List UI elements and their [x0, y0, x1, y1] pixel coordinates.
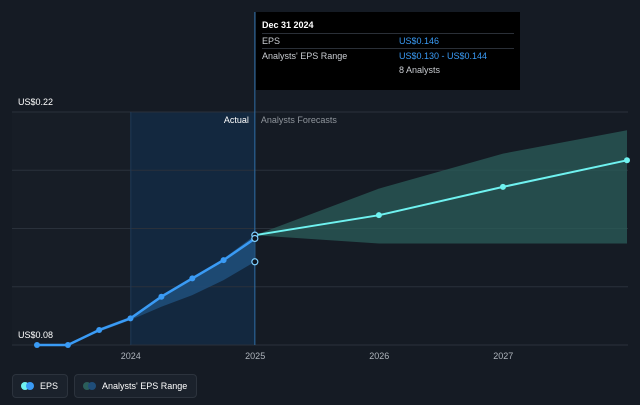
y-tick-label: US$0.08 — [18, 330, 53, 340]
tooltip-row-eps: EPS US$0.146 — [262, 33, 514, 48]
legend-range-label: Analysts' EPS Range — [102, 381, 188, 391]
eps-actual-point — [127, 315, 134, 322]
y-tick-label: US$0.22 — [18, 97, 53, 107]
eps-actual-point — [96, 327, 103, 334]
eps-actual-point — [34, 342, 40, 348]
tooltip-row-analysts: 8 Analysts — [262, 63, 514, 77]
tooltip-analysts-label — [262, 63, 399, 77]
tooltip-date: Dec 31 2024 — [262, 20, 314, 30]
tooltip-range-value: US$0.130 - US$0.144 — [399, 51, 488, 61]
eps-actual-point — [158, 293, 165, 300]
legend-eps-label: EPS — [40, 381, 59, 391]
legend-item-eps[interactable]: EPS — [12, 374, 69, 398]
eps-actual-line — [37, 237, 256, 347]
tooltip-marker-point — [251, 234, 259, 243]
eps-forecast-line — [254, 159, 628, 237]
eps-legend-dot-icon — [21, 382, 34, 390]
eps-actual-point — [189, 275, 196, 282]
range-legend-dot-icon — [83, 382, 97, 390]
tooltip-row-range: Analysts' EPS Range US$0.130 - US$0.144 — [262, 48, 514, 63]
eps-forecast-point — [375, 212, 382, 219]
tooltip-analysts-value: 8 Analysts — [399, 65, 441, 75]
x-tick-label: 2027 — [493, 351, 513, 361]
tooltip-marker-point — [251, 258, 259, 266]
x-tick-label: 2024 — [121, 351, 141, 361]
chart-legend: EPS Analysts' EPS Range — [12, 374, 198, 398]
legend-item-eps-range[interactable]: Analysts' EPS Range — [74, 374, 198, 398]
eps-actual-point — [220, 257, 227, 264]
tooltip-eps-value: US$0.146 — [399, 36, 440, 46]
eps-forecast-point — [624, 157, 630, 164]
eps-actual-point — [64, 342, 71, 348]
chart-tooltip: Dec 31 2024 EPS US$0.146 Analysts' EPS R… — [256, 12, 520, 90]
forecast-section-label: Analysts Forecasts — [261, 115, 338, 125]
tooltip-range-label: Analysts' EPS Range — [262, 51, 348, 61]
eps-forecast-point — [499, 183, 506, 190]
tooltip-eps-label: EPS — [262, 36, 281, 46]
forecast-eps-range-band — [254, 130, 627, 244]
x-tick-label: 2025 — [245, 351, 265, 361]
actual-section-label: Actual — [224, 115, 249, 125]
x-tick-label: 2026 — [369, 351, 389, 361]
